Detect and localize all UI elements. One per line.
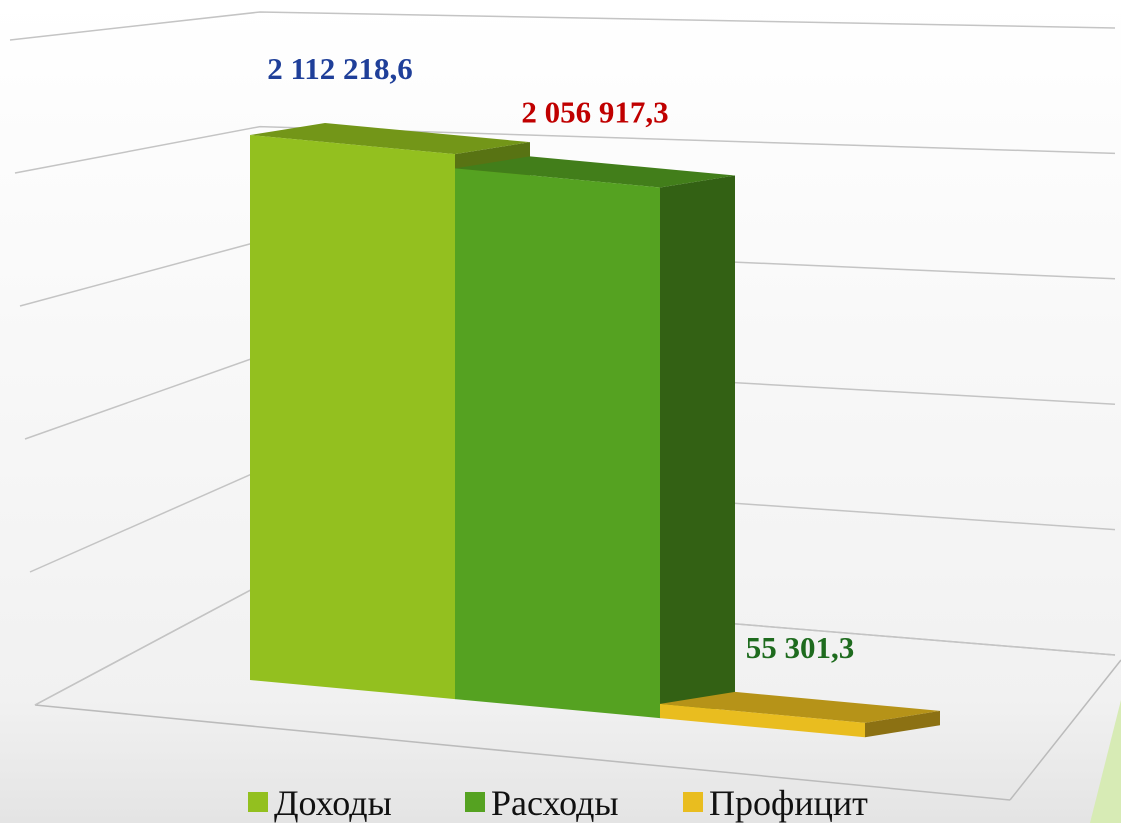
decoration bbox=[1090, 700, 1121, 823]
floor-front bbox=[34, 704, 1011, 801]
legend-label: Расходы bbox=[491, 783, 619, 823]
legend-label: Профицит bbox=[709, 783, 868, 823]
bar-side bbox=[865, 710, 940, 738]
value-label: 2 112 218,6 bbox=[267, 51, 413, 86]
legend-swatch bbox=[248, 792, 268, 812]
bar-front bbox=[455, 168, 660, 719]
floor-edge bbox=[1009, 659, 1121, 801]
grid-line bbox=[14, 125, 1116, 174]
bar-top bbox=[250, 123, 530, 155]
legend-label: Доходы bbox=[274, 783, 392, 823]
bar-top bbox=[660, 691, 940, 723]
bar bbox=[660, 691, 940, 738]
bar-front bbox=[660, 703, 865, 738]
legend-swatch bbox=[465, 792, 485, 812]
grid-line bbox=[9, 11, 1116, 41]
bar-front bbox=[250, 135, 455, 700]
legend-swatch bbox=[683, 792, 703, 812]
value-label: 2 056 917,3 bbox=[521, 94, 668, 129]
bar-side bbox=[660, 175, 735, 719]
bar bbox=[455, 156, 735, 719]
value-label: 55 301,3 bbox=[746, 630, 855, 665]
bar-top bbox=[455, 156, 735, 188]
